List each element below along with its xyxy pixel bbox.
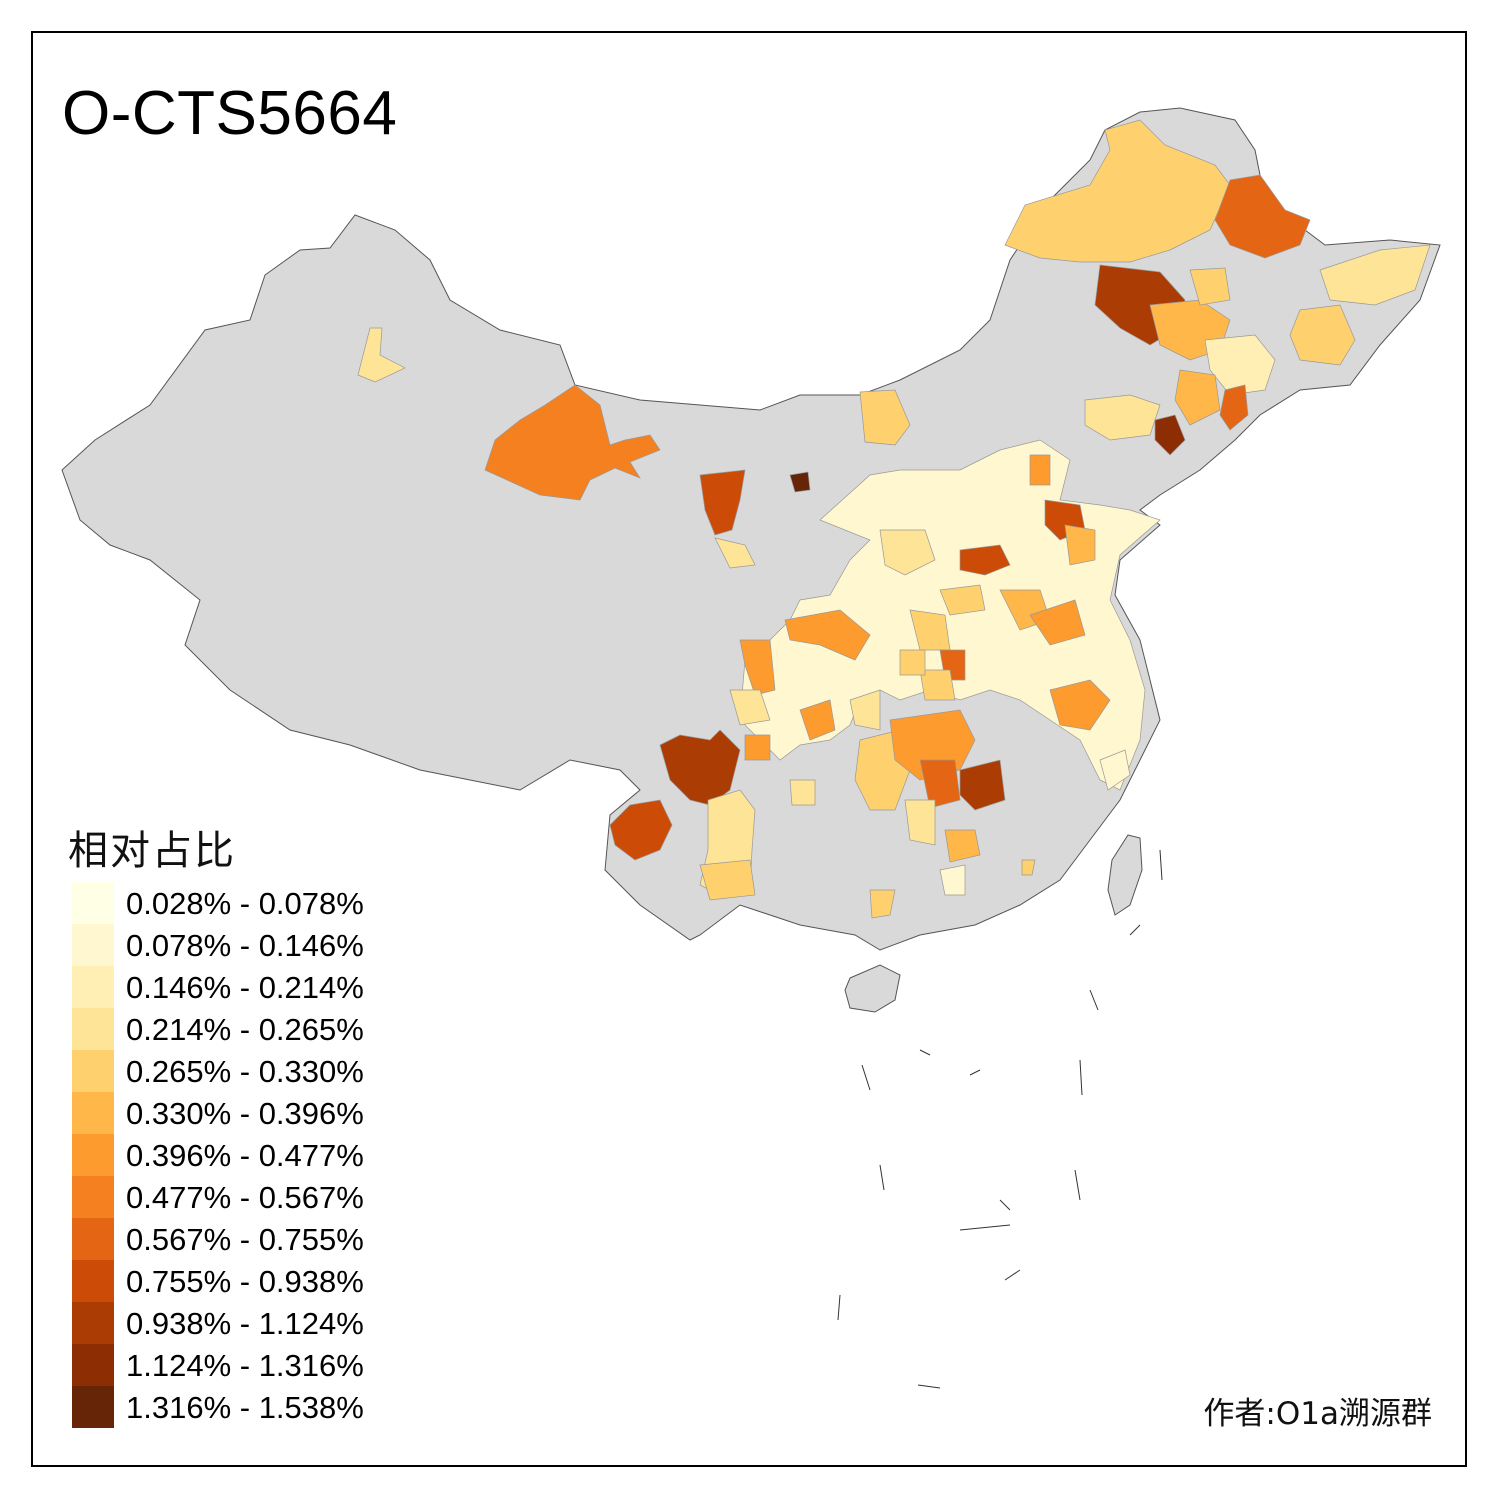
legend-label: 1.316% - 1.538%: [126, 1390, 364, 1425]
legend-label: 1.124% - 1.316%: [126, 1348, 364, 1383]
region-shapes: [357, 119, 1431, 919]
hainan-island: [844, 964, 901, 1013]
legend-swatch: [72, 882, 114, 924]
legend-label: 0.265% - 0.330%: [126, 1054, 364, 1089]
legend-swatch: [72, 1176, 114, 1218]
legend-swatch: [72, 1218, 114, 1260]
legend-label: 0.938% - 1.124%: [126, 1306, 364, 1341]
legend-swatch: [72, 1302, 114, 1344]
legend-swatch: [72, 1092, 114, 1134]
legend-swatch: [72, 966, 114, 1008]
legend-label: 0.330% - 0.396%: [126, 1096, 364, 1131]
legend-label: 0.078% - 0.146%: [126, 928, 364, 963]
legend-swatch: [72, 1050, 114, 1092]
legend-swatch: [72, 1008, 114, 1050]
legend-label: 0.567% - 0.755%: [126, 1222, 364, 1257]
legend-swatch: [72, 1344, 114, 1386]
author-credit: 作者:O1a溯源群: [1203, 1396, 1432, 1432]
legend-label: 0.028% - 0.078%: [126, 886, 364, 921]
legend-title: 相对占比: [68, 828, 236, 874]
south-china-sea-islands: [837, 849, 1163, 1389]
legend-swatch: [72, 924, 114, 966]
map-title: O-CTS5664: [62, 79, 398, 148]
legend-swatch: [72, 1386, 114, 1428]
map-frame: [31, 31, 1467, 1467]
legend-label: 0.396% - 0.477%: [126, 1138, 364, 1173]
legend-label: 0.477% - 0.567%: [126, 1180, 364, 1215]
legend-swatch: [72, 1134, 114, 1176]
legend-swatch: [72, 1260, 114, 1302]
legend-label: 0.755% - 0.938%: [126, 1264, 364, 1299]
taiwan-island: [1107, 834, 1143, 916]
legend-label: 0.146% - 0.214%: [126, 970, 364, 1005]
legend-label: 0.214% - 0.265%: [126, 1012, 364, 1047]
